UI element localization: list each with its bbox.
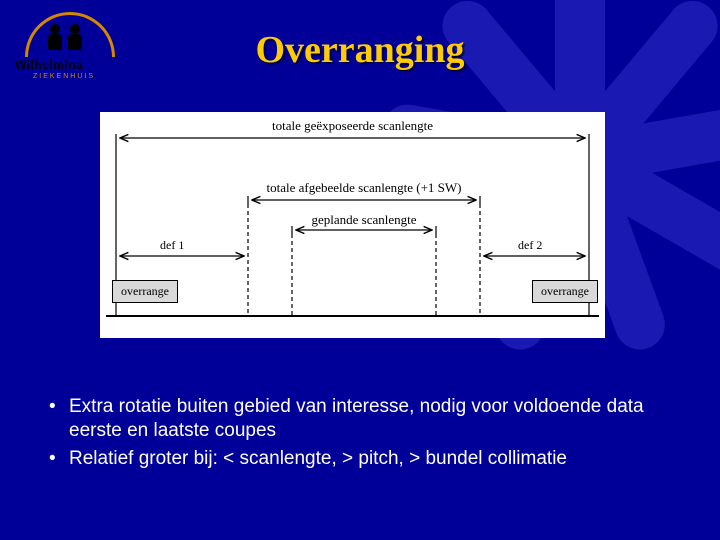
label-def1: def 1 — [160, 238, 184, 253]
overranging-diagram: totale geëxposeerde scanlengte totale af… — [100, 112, 605, 338]
logo-subtitle: ZIEKENHUIS — [33, 73, 95, 80]
label-def2: def 2 — [518, 238, 542, 253]
slide-title: Overranging — [0, 28, 720, 72]
overrange-box-right: overrange — [532, 280, 598, 303]
label-total-imaged: totale afgebeelde scanlengte (+1 SW) — [248, 180, 480, 196]
bullet-item: Relatief groter bij: < scanlengte, > pit… — [45, 447, 680, 471]
overrange-box-left: overrange — [112, 280, 178, 303]
label-total-exposed: totale geëxposeerde scanlengte — [100, 118, 605, 134]
label-planned: geplande scanlengte — [292, 212, 436, 228]
bullet-list: Extra rotatie buiten gebied van interess… — [45, 395, 680, 474]
bullet-item: Extra rotatie buiten gebied van interess… — [45, 395, 680, 443]
